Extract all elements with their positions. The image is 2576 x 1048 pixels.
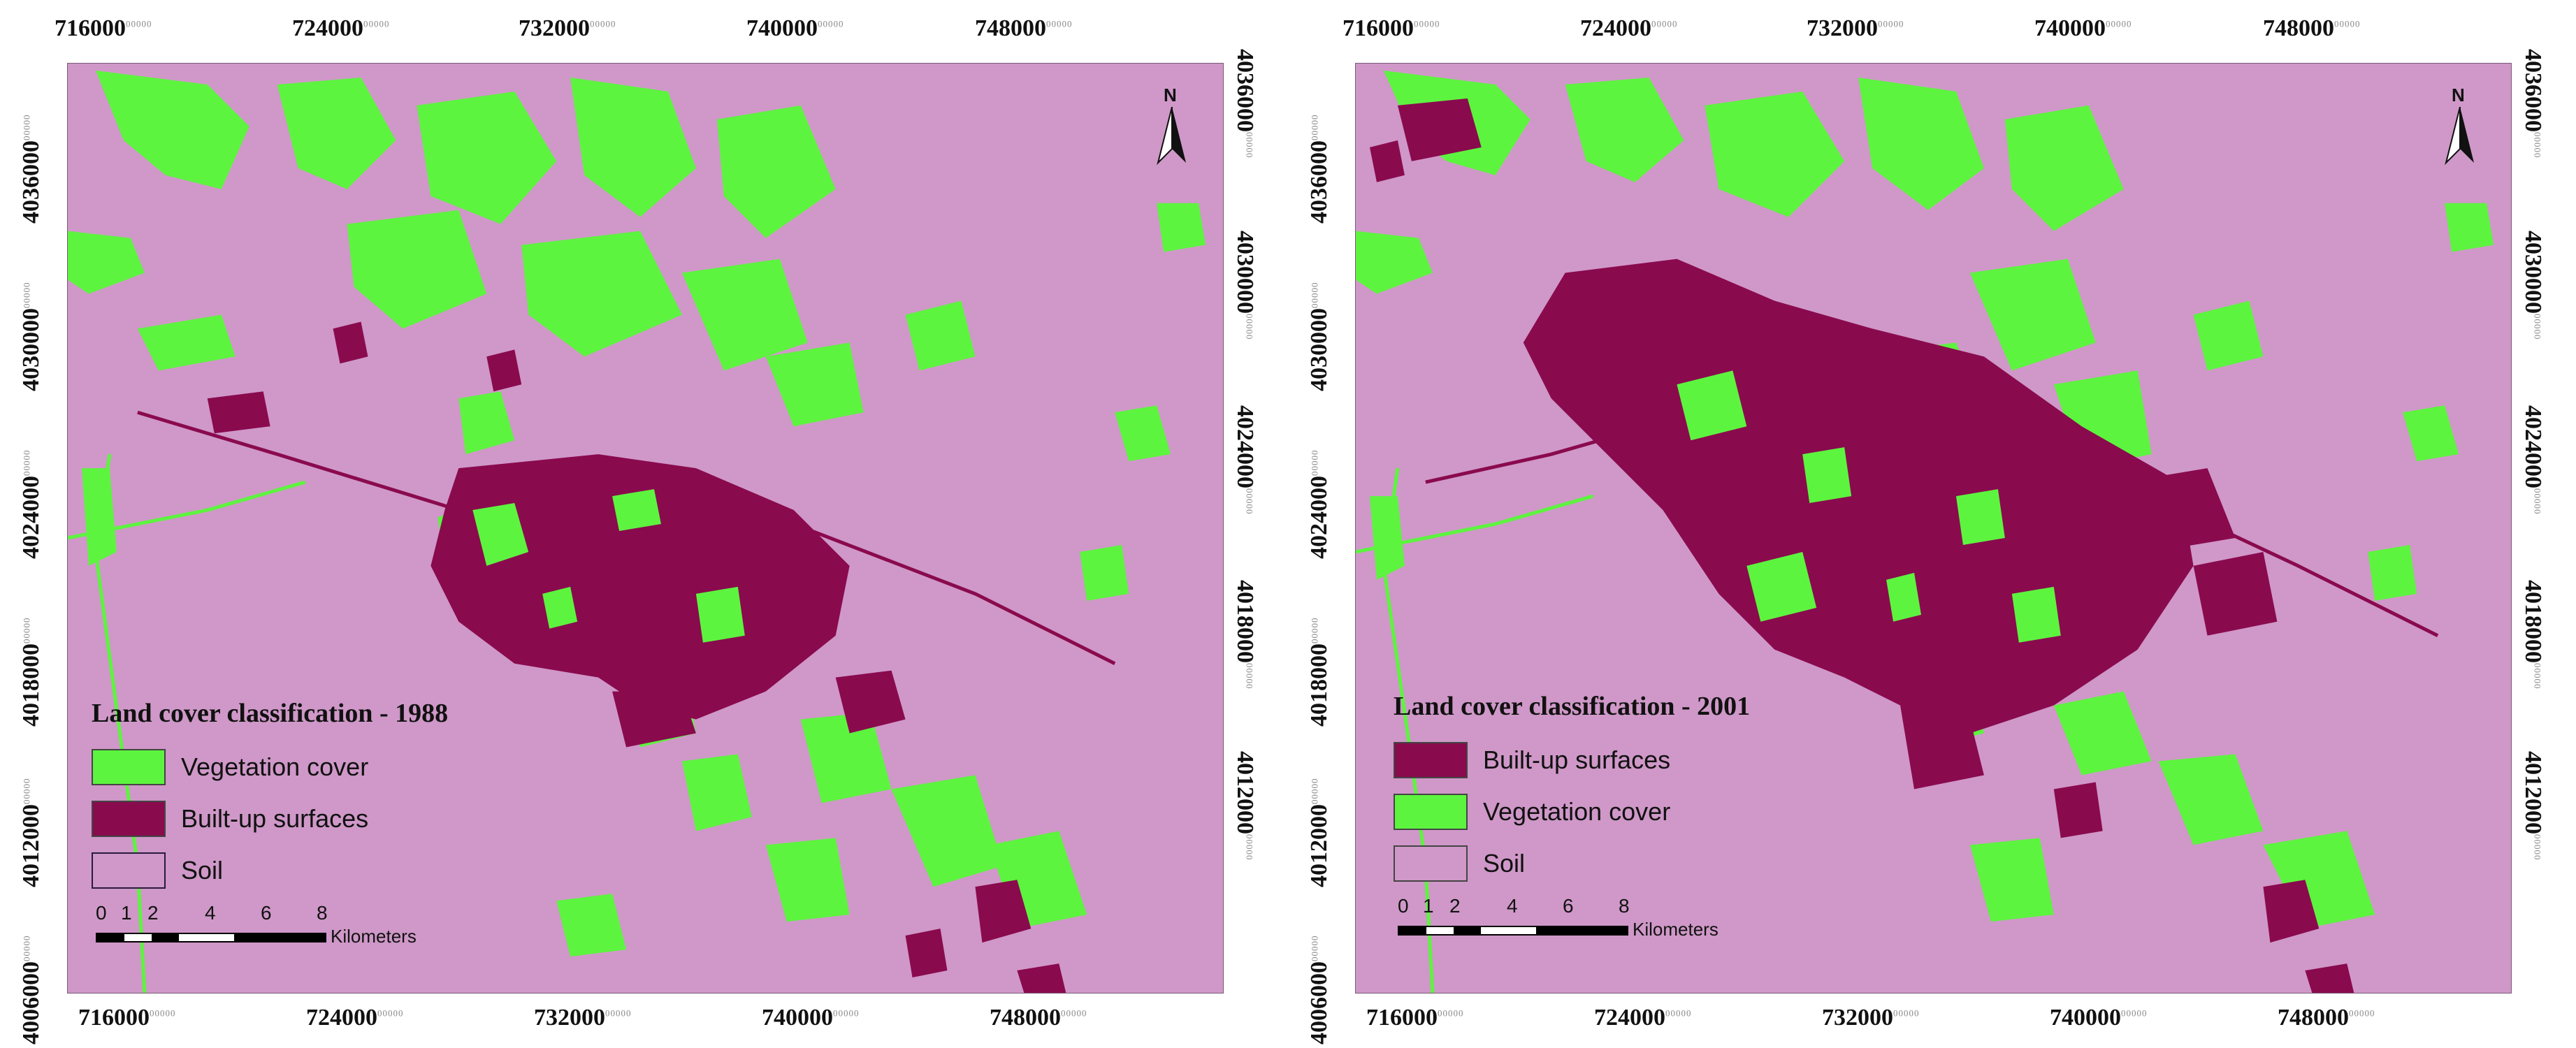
y-tick-left: 401200000000 — [1306, 778, 1332, 888]
y-tick-right: 403600000000 — [2520, 49, 2546, 159]
y-tick-left: 401200000000 — [18, 778, 44, 888]
x-tick-top: 74000000000 — [2034, 15, 2132, 41]
scale-tick-label: 1 — [1423, 895, 1434, 917]
legend-item-built-up: Built-up surfaces — [1394, 740, 1670, 780]
y-tick-left: 402400000000 — [1306, 449, 1332, 560]
legend-swatch-vegetation — [92, 749, 166, 785]
x-tick-top: 74800000000 — [975, 15, 1073, 41]
y-tick-right: 401200000000 — [2520, 751, 2546, 861]
x-tick-bottom: 74800000000 — [2278, 1005, 2375, 1031]
urban-vegetation-layer — [1677, 370, 2061, 643]
y-tick-right: 403000000000 — [2520, 231, 2546, 340]
x-tick-top: 74000000000 — [746, 15, 844, 41]
scale-tick-label: 2 — [147, 902, 159, 924]
scale-tick-label: 2 — [1449, 895, 1461, 917]
y-tick-left: 401800000000 — [18, 617, 44, 727]
x-tick-top: 74800000000 — [2263, 15, 2361, 41]
legend-label: Soil — [1483, 849, 1526, 878]
map-panel-2001: 71600000000 72400000000 73200000000 7400… — [1288, 0, 2576, 1048]
y-tick-right: 401200000000 — [1232, 751, 1258, 861]
scale-tick-label: 0 — [1398, 895, 1409, 917]
x-tick-top: 71600000000 — [1343, 15, 1440, 41]
road-network — [137, 410, 1116, 665]
built-up-layer — [207, 321, 1066, 993]
legend-swatch-vegetation — [1394, 794, 1468, 830]
north-arrow-icon: N — [1151, 85, 1193, 168]
map-panel-1988: 71600000000 72400000000 73200000000 7400… — [18, 15, 1258, 1045]
x-tick-bottom: 73200000000 — [534, 1005, 632, 1031]
x-tick-bottom: 74800000000 — [990, 1005, 1087, 1031]
y-tick-left: 402400000000 — [18, 449, 44, 560]
scale-tick-label: 1 — [121, 902, 132, 924]
map-frame: N Land cover classification - 1988 Veget… — [67, 63, 1224, 994]
legend-swatch-soil — [1394, 845, 1468, 882]
y-tick-left: 403000000000 — [1306, 282, 1332, 392]
y-tick-right: 403600000000 — [1232, 49, 1258, 159]
x-tick-bottom: 72400000000 — [1594, 1005, 1692, 1031]
legend-swatch-built-up — [1394, 742, 1468, 778]
x-tick-bottom: 71600000000 — [1366, 1005, 1464, 1031]
scale-tick-label: 4 — [1507, 895, 1518, 917]
x-tick-bottom: 72400000000 — [306, 1005, 404, 1031]
river-lines — [1356, 467, 1594, 993]
scale-bar-track — [1398, 926, 1628, 936]
legend-swatch-soil — [92, 852, 166, 889]
y-tick-left: 403000000000 — [18, 282, 44, 392]
land-cover-map-2001 — [1356, 64, 2511, 993]
x-tick-top: 72400000000 — [292, 15, 390, 41]
x-tick-top: 71600000000 — [55, 15, 152, 41]
legend-title: Land cover classification - 2001 — [1394, 692, 1751, 721]
scale-tick-label: 6 — [261, 902, 272, 924]
scale-tick-label: 6 — [1563, 895, 1574, 917]
legend-item-vegetation: Vegetation cover — [92, 747, 368, 787]
scale-bar-track — [96, 933, 326, 943]
scale-tick-label: 8 — [317, 902, 328, 924]
y-tick-left: 403600000000 — [18, 114, 44, 224]
north-arrow-glyph — [1157, 107, 1186, 166]
legend-item-built-up: Built-up surfaces — [92, 799, 368, 839]
x-tick-top: 73200000000 — [1807, 15, 1904, 41]
vegetation-layer — [1356, 70, 2494, 929]
legend-label: Vegetation cover — [181, 752, 369, 781]
north-arrow-label: N — [2452, 85, 2465, 105]
scale-unit: Kilometers — [331, 926, 417, 947]
x-tick-top: 72400000000 — [1580, 15, 1678, 41]
scale-bar: 0 1 2 4 6 8 Kilometers — [96, 902, 459, 951]
y-tick-left: 401800000000 — [1306, 617, 1332, 727]
y-tick-left: 403600000000 — [1306, 114, 1332, 224]
scale-bar: 0 1 2 4 6 8 Kilometers — [1398, 895, 1761, 944]
legend-label: Soil — [181, 856, 224, 885]
legend-label: Built-up surfaces — [181, 804, 369, 833]
scale-tick-label: 4 — [205, 902, 216, 924]
y-tick-right: 401800000000 — [2520, 580, 2546, 690]
scale-tick-label: 8 — [1619, 895, 1630, 917]
legend-item-vegetation: Vegetation cover — [1394, 792, 1670, 832]
urban-vegetation-layer — [472, 489, 745, 643]
y-tick-left: 400600000000 — [1306, 935, 1332, 1045]
x-tick-bottom: 71600000000 — [78, 1005, 176, 1031]
scale-unit: Kilometers — [1633, 919, 1718, 940]
north-arrow-icon: N — [2439, 85, 2481, 168]
y-tick-right: 402400000000 — [1232, 405, 1258, 515]
north-arrow-glyph — [2445, 107, 2474, 166]
map-frame: N Land cover classification - 2001 Built… — [1355, 63, 2512, 994]
land-cover-map-1988 — [68, 64, 1223, 993]
legend-label: Built-up surfaces — [1483, 745, 1671, 774]
x-tick-bottom: 74000000000 — [2050, 1005, 2148, 1031]
legend-label: Vegetation cover — [1483, 797, 1671, 826]
legend-title: Land cover classification - 1988 — [92, 699, 449, 728]
scale-tick-label: 0 — [96, 902, 107, 924]
legend-item-soil: Soil — [92, 850, 223, 891]
north-arrow-label: N — [1164, 85, 1177, 105]
x-tick-bottom: 73200000000 — [1822, 1005, 1920, 1031]
x-tick-top: 73200000000 — [519, 15, 616, 41]
y-tick-right: 403000000000 — [1232, 231, 1258, 340]
y-tick-right: 401800000000 — [1232, 580, 1258, 690]
legend-swatch-built-up — [92, 801, 166, 837]
y-tick-right: 402400000000 — [2520, 405, 2546, 515]
road-network — [1425, 424, 2439, 638]
x-tick-bottom: 74000000000 — [762, 1005, 860, 1031]
y-tick-left: 400600000000 — [18, 935, 44, 1045]
legend-item-soil: Soil — [1394, 843, 1525, 884]
